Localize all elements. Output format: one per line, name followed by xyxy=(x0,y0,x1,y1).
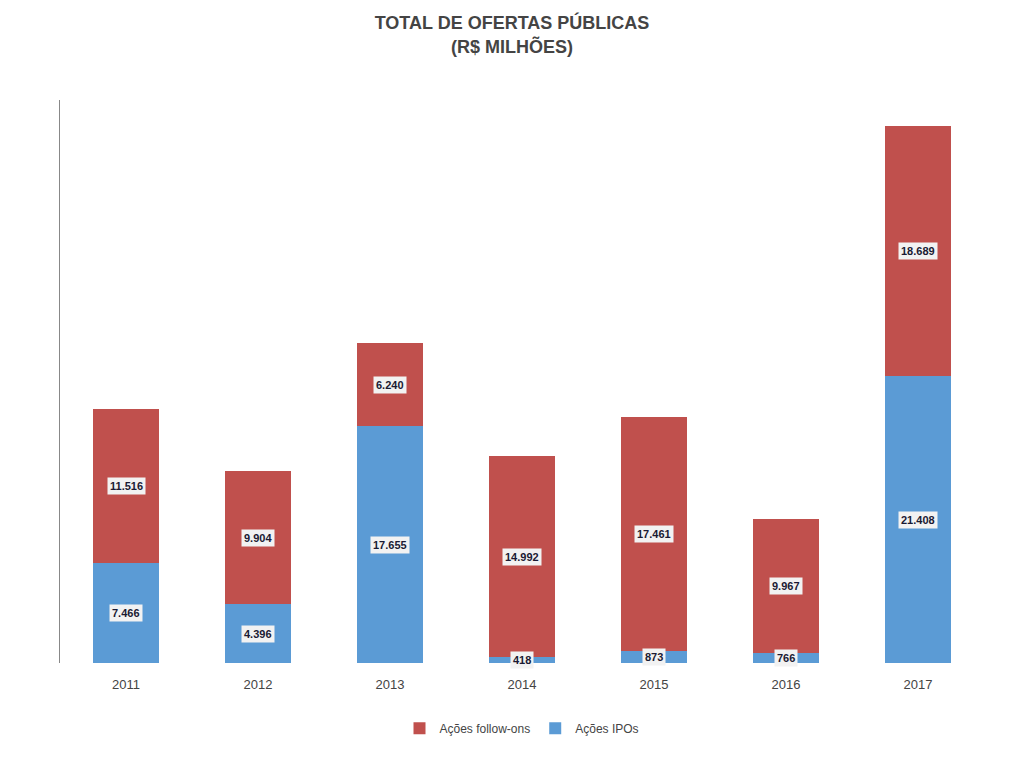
svg-text:6.240: 6.240 xyxy=(376,379,404,391)
svg-text:2015: 2015 xyxy=(640,677,669,692)
svg-text:9.967: 9.967 xyxy=(772,580,800,592)
svg-text:Ações IPOs: Ações IPOs xyxy=(575,722,638,736)
svg-text:4.396: 4.396 xyxy=(244,628,272,640)
svg-text:14.992: 14.992 xyxy=(505,551,539,563)
svg-text:2011: 2011 xyxy=(112,677,140,692)
svg-text:2013: 2013 xyxy=(376,677,405,692)
svg-text:11.516: 11.516 xyxy=(110,480,143,492)
svg-text:Ações follow-ons: Ações follow-ons xyxy=(440,722,531,736)
svg-text:9.904: 9.904 xyxy=(244,532,272,544)
svg-text:17.655: 17.655 xyxy=(373,539,407,551)
svg-text:18.689: 18.689 xyxy=(901,245,935,257)
svg-text:2017: 2017 xyxy=(904,677,933,692)
svg-text:2016: 2016 xyxy=(772,677,801,692)
svg-text:873: 873 xyxy=(645,651,663,663)
svg-text:2014: 2014 xyxy=(508,677,537,692)
svg-text:2012: 2012 xyxy=(244,677,273,692)
svg-text:17.461: 17.461 xyxy=(637,528,671,540)
svg-text:7.466: 7.466 xyxy=(112,607,140,619)
svg-text:TOTAL DE OFERTAS PÚBLICAS(R$ M: TOTAL DE OFERTAS PÚBLICAS(R$ MILHÕES) xyxy=(375,12,650,56)
svg-text:21.408: 21.408 xyxy=(901,514,935,526)
svg-text:418: 418 xyxy=(513,654,531,666)
svg-text:766: 766 xyxy=(777,652,795,664)
